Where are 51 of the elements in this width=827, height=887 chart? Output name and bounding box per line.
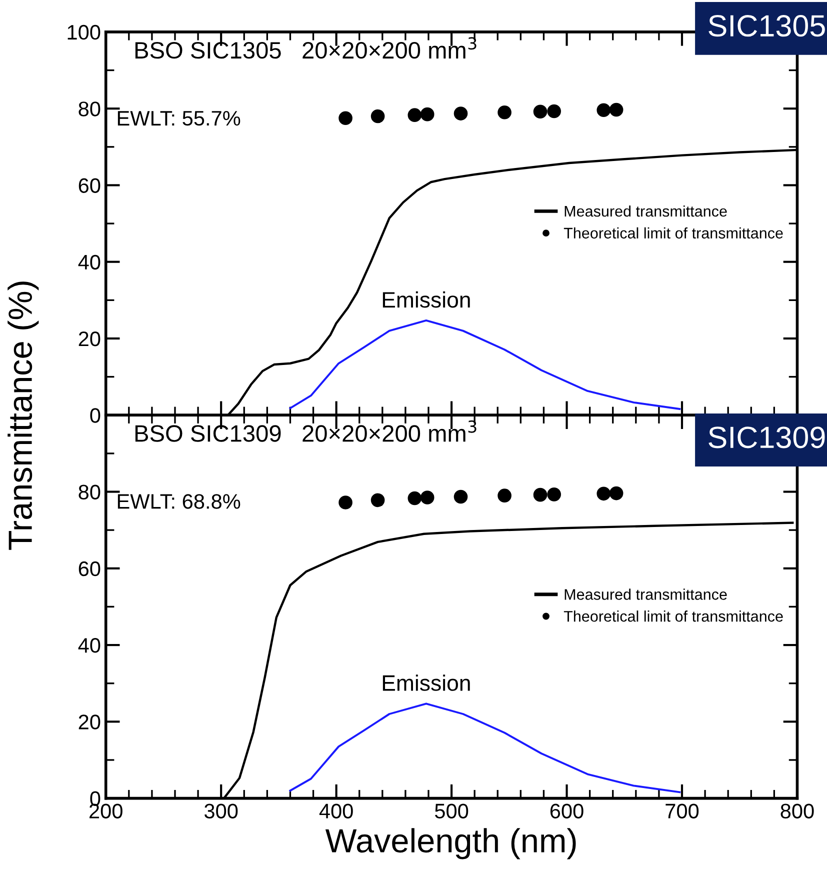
y-tick-label: 40 bbox=[78, 638, 100, 653]
point bbox=[408, 108, 422, 122]
y-tick-label: 20 bbox=[78, 331, 100, 346]
point bbox=[547, 488, 561, 502]
x-tick-label: 200 bbox=[90, 804, 122, 818]
y-tick-label: 60 bbox=[78, 561, 100, 576]
point bbox=[533, 488, 548, 502]
x-tick-label: 300 bbox=[204, 804, 238, 818]
point bbox=[420, 107, 434, 122]
series-label: Emission bbox=[382, 291, 470, 308]
x-tick-label: 700 bbox=[666, 804, 699, 818]
point bbox=[609, 102, 624, 117]
annotation: SIC1309 bbox=[708, 426, 825, 448]
y-tick-label: 20 bbox=[78, 714, 100, 730]
point bbox=[370, 109, 385, 124]
y-tick-label: 0 bbox=[90, 408, 100, 423]
x-tick-label: 500 bbox=[434, 804, 468, 818]
point bbox=[408, 491, 422, 506]
point bbox=[370, 493, 385, 508]
x-tick-label: 600 bbox=[550, 804, 584, 818]
legend-label: Measured transmittance bbox=[564, 205, 727, 217]
point bbox=[338, 111, 352, 126]
point bbox=[498, 105, 512, 120]
legend-label: Theoretical limit of transmittance bbox=[564, 227, 783, 239]
line-series bbox=[289, 702, 681, 794]
annotation: EWLT: 68.8% bbox=[118, 494, 240, 509]
point bbox=[547, 104, 561, 118]
line-series bbox=[289, 319, 681, 410]
x-axis-title: Wavelength (nm) bbox=[325, 828, 576, 860]
y-tick-label: 60 bbox=[78, 178, 100, 193]
point bbox=[454, 106, 468, 120]
legend-label: Measured transmittance bbox=[564, 588, 727, 600]
point bbox=[596, 103, 611, 118]
y-tick-label: 100 bbox=[68, 24, 100, 40]
point bbox=[533, 104, 548, 119]
annotation: EWLT: 55.7% bbox=[118, 110, 240, 126]
y-tick-label: 80 bbox=[78, 484, 100, 500]
point bbox=[498, 488, 512, 502]
point bbox=[609, 486, 624, 500]
legend-label: Theoretical limit of transmittance bbox=[564, 610, 783, 622]
x-tick-label: 400 bbox=[319, 804, 353, 818]
series-label: Emission bbox=[382, 674, 470, 691]
point bbox=[454, 490, 468, 504]
y-tick-label: 40 bbox=[78, 254, 100, 270]
y-axis-title: Transmittance (%) bbox=[8, 282, 39, 550]
annotation: SIC1305 bbox=[708, 15, 825, 37]
point bbox=[596, 486, 611, 501]
x-tick-label: 800 bbox=[780, 804, 814, 818]
point bbox=[420, 490, 434, 504]
point bbox=[338, 496, 352, 510]
y-tick-label: 80 bbox=[78, 102, 100, 116]
